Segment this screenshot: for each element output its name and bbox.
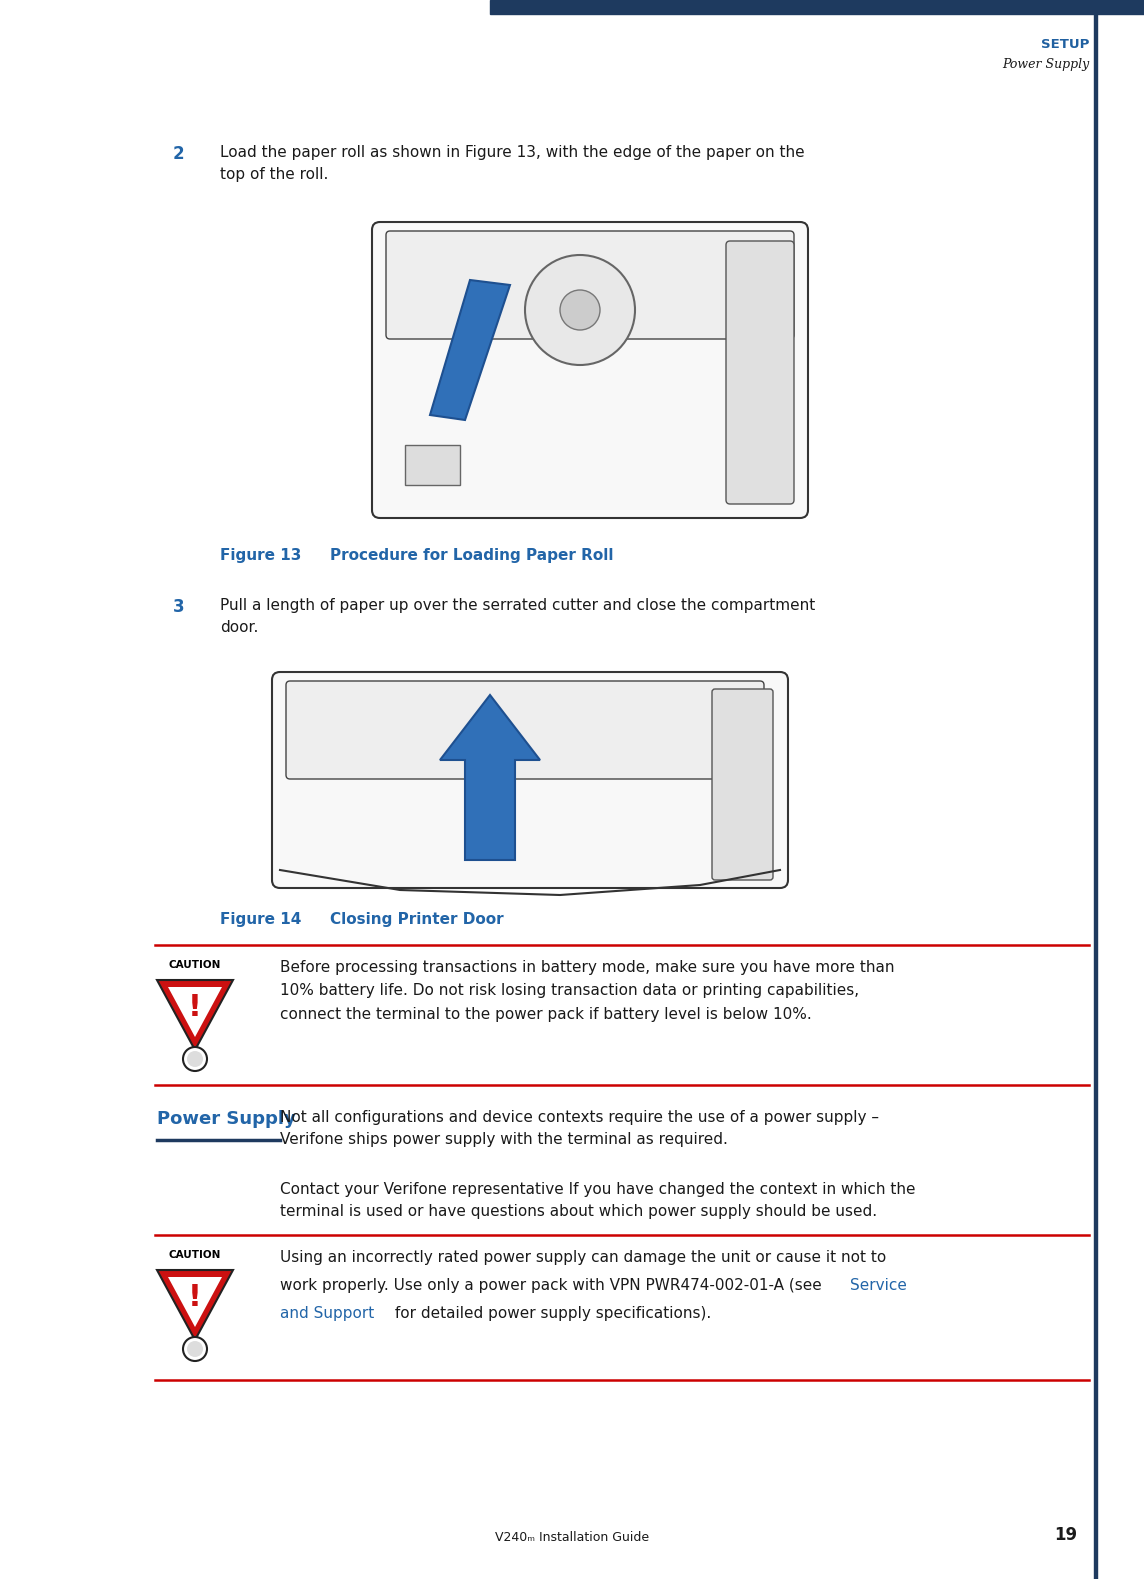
Text: Service: Service <box>850 1277 907 1293</box>
Text: 3: 3 <box>173 598 184 616</box>
Circle shape <box>186 1341 202 1356</box>
Bar <box>205 669 900 895</box>
Bar <box>405 445 460 485</box>
Circle shape <box>183 1337 207 1361</box>
Text: Not all configurations and device contexts require the use of a power supply –
V: Not all configurations and device contex… <box>280 1110 879 1148</box>
Text: Power Supply: Power Supply <box>1002 58 1089 71</box>
Text: Figure 13: Figure 13 <box>220 548 301 564</box>
Bar <box>490 0 1144 14</box>
Text: and Support: and Support <box>280 1306 374 1322</box>
Text: 2: 2 <box>173 145 184 163</box>
Text: SETUP: SETUP <box>1041 38 1089 51</box>
Circle shape <box>525 254 635 365</box>
Text: Figure 14: Figure 14 <box>220 913 301 927</box>
Polygon shape <box>168 1277 222 1326</box>
FancyBboxPatch shape <box>272 673 788 887</box>
Bar <box>1094 14 1097 1579</box>
Text: for detailed power supply specifications).: for detailed power supply specifications… <box>390 1306 712 1322</box>
Text: V240ₘ Installation Guide: V240ₘ Installation Guide <box>495 1532 649 1544</box>
Polygon shape <box>168 987 222 1037</box>
FancyBboxPatch shape <box>286 681 764 778</box>
Text: Procedure for Loading Paper Roll: Procedure for Loading Paper Roll <box>329 548 613 564</box>
Text: Power Supply: Power Supply <box>157 1110 296 1127</box>
Bar <box>205 235 900 531</box>
Circle shape <box>561 291 599 330</box>
Text: !: ! <box>188 1284 202 1312</box>
Text: 19: 19 <box>1054 1525 1078 1544</box>
Text: CAUTION: CAUTION <box>169 960 221 970</box>
Text: Contact your Verifone representative If you have changed the context in which th: Contact your Verifone representative If … <box>280 1183 915 1219</box>
Text: work properly. Use only a power pack with VPN PWR474-002-01-A (see: work properly. Use only a power pack wit… <box>280 1277 827 1293</box>
Polygon shape <box>157 981 233 1050</box>
Circle shape <box>186 1052 202 1067</box>
Text: Before processing transactions in battery mode, make sure you have more than
10%: Before processing transactions in batter… <box>280 960 895 1022</box>
Circle shape <box>183 1047 207 1071</box>
Text: Pull a length of paper up over the serrated cutter and close the compartment
doo: Pull a length of paper up over the serra… <box>220 598 816 635</box>
Polygon shape <box>440 695 540 861</box>
FancyBboxPatch shape <box>726 242 794 504</box>
FancyBboxPatch shape <box>372 223 808 518</box>
Text: CAUTION: CAUTION <box>169 1251 221 1260</box>
Text: Using an incorrectly rated power supply can damage the unit or cause it not to: Using an incorrectly rated power supply … <box>280 1251 887 1265</box>
Polygon shape <box>157 1270 233 1341</box>
Text: Closing Printer Door: Closing Printer Door <box>329 913 503 927</box>
Text: Load the paper roll as shown in Figure 13, with the edge of the paper on the
top: Load the paper roll as shown in Figure 1… <box>220 145 804 182</box>
FancyBboxPatch shape <box>386 231 794 339</box>
FancyBboxPatch shape <box>712 688 773 880</box>
Text: !: ! <box>188 993 202 1022</box>
Polygon shape <box>430 279 510 420</box>
